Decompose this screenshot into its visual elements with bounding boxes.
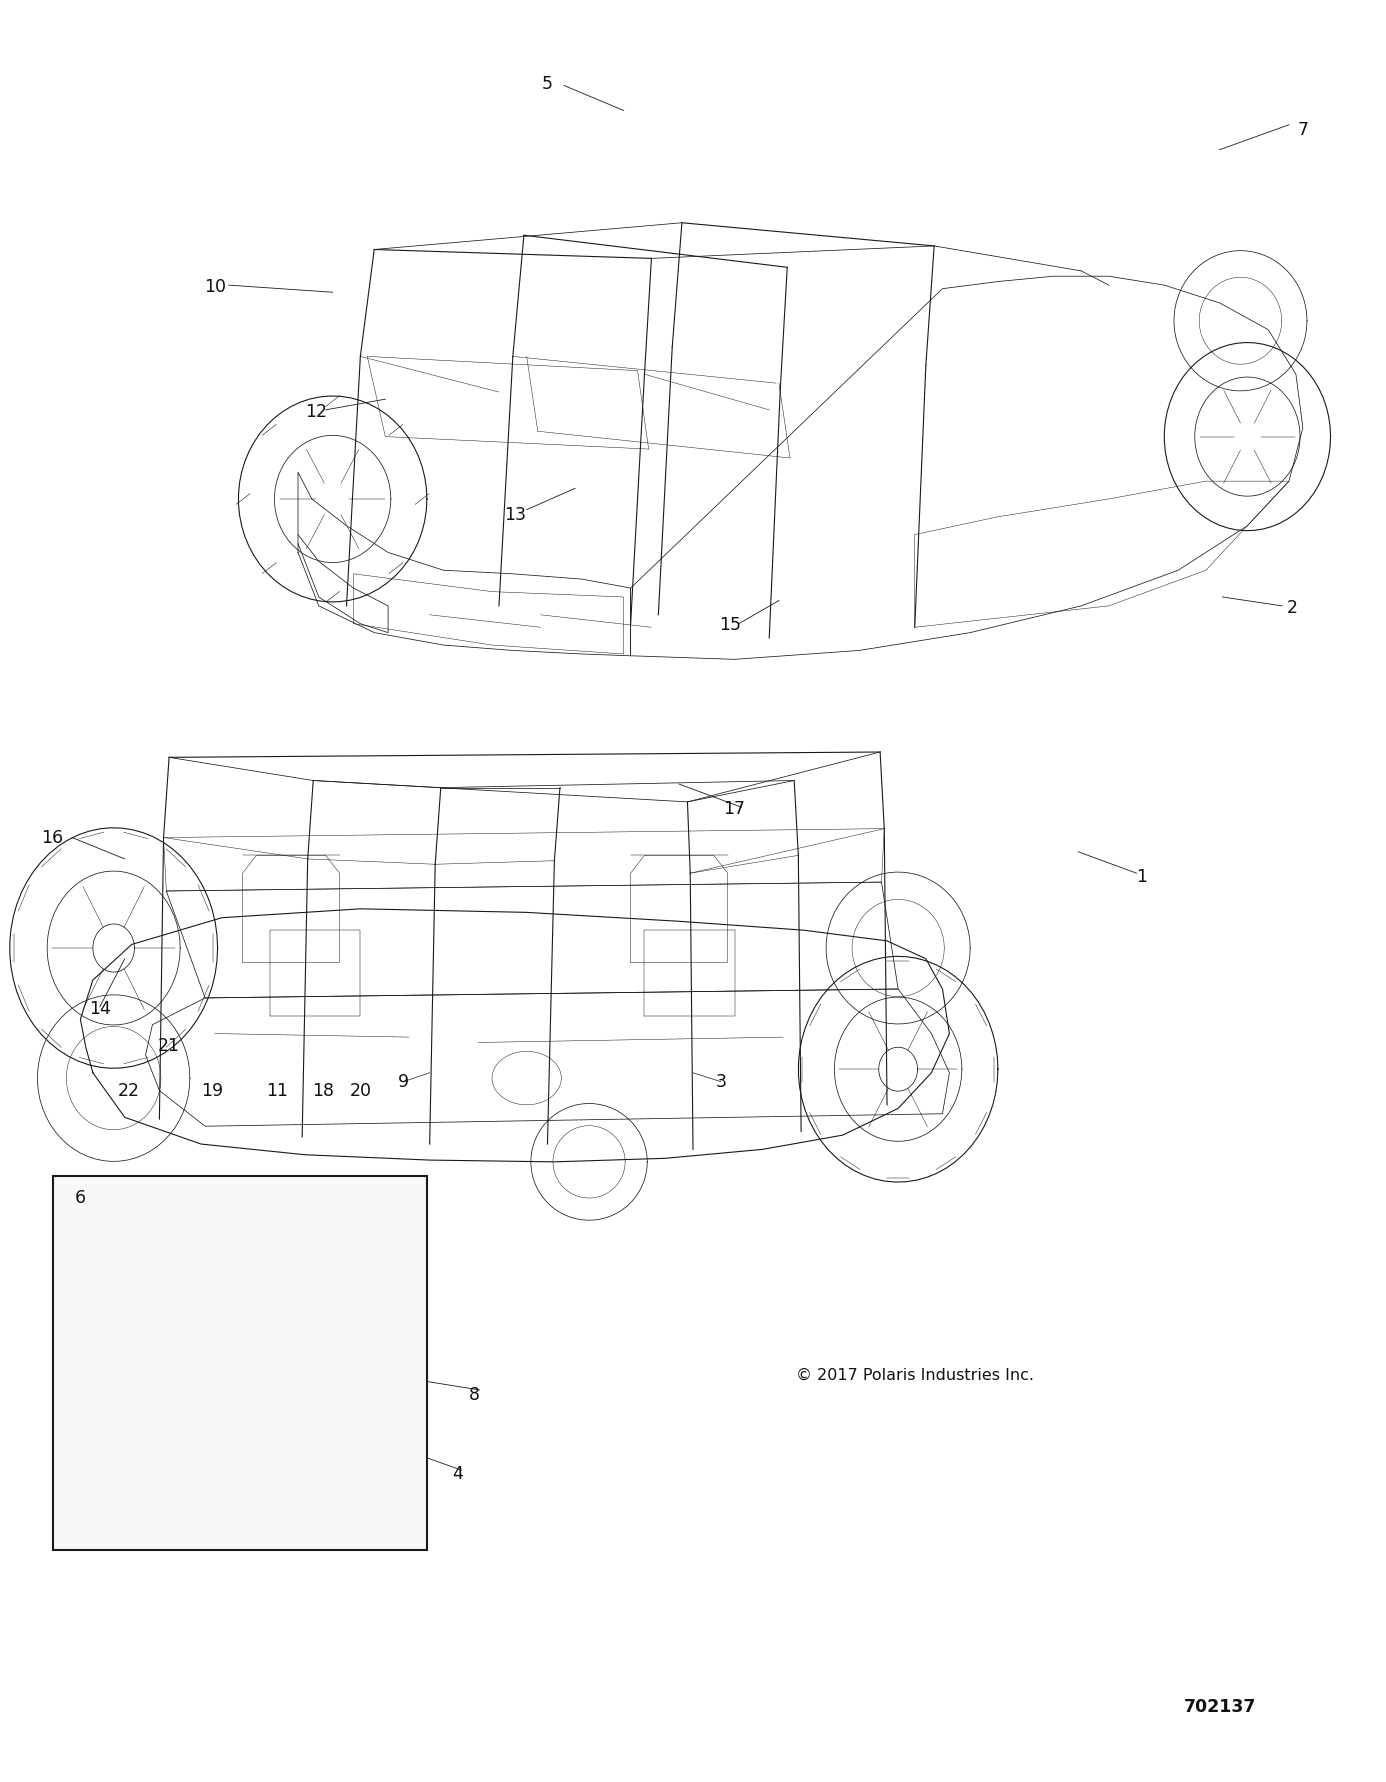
Text: 6: 6 xyxy=(75,1189,86,1206)
Text: © 2017 Polaris Industries Inc.: © 2017 Polaris Industries Inc. xyxy=(796,1369,1034,1383)
Bar xyxy=(53,1176,427,1550)
Polygon shape xyxy=(256,1255,284,1281)
Text: 10: 10 xyxy=(204,278,226,296)
Text: 2: 2 xyxy=(1286,599,1297,617)
Text: 3: 3 xyxy=(715,1073,726,1091)
Text: 13: 13 xyxy=(505,506,527,524)
Text: 15: 15 xyxy=(719,617,742,634)
Text: 16: 16 xyxy=(42,829,64,846)
Text: 22: 22 xyxy=(118,1082,140,1099)
Text: 20: 20 xyxy=(349,1082,371,1099)
Text: 8: 8 xyxy=(468,1386,480,1404)
Text: 7: 7 xyxy=(1297,121,1308,139)
Text: 11: 11 xyxy=(266,1082,288,1099)
Text: 14: 14 xyxy=(89,1000,111,1018)
Text: 17: 17 xyxy=(723,800,746,818)
Text: 18: 18 xyxy=(312,1082,334,1099)
Text: 12: 12 xyxy=(305,403,327,421)
Text: 4: 4 xyxy=(452,1465,463,1483)
Text: 702137: 702137 xyxy=(1184,1698,1256,1716)
Text: 21: 21 xyxy=(158,1037,180,1055)
Text: 19: 19 xyxy=(201,1082,223,1099)
Text: 9: 9 xyxy=(398,1073,409,1091)
Text: RXR: RXR xyxy=(286,1212,299,1215)
Text: 1: 1 xyxy=(1137,868,1148,886)
Text: 5: 5 xyxy=(542,75,553,93)
